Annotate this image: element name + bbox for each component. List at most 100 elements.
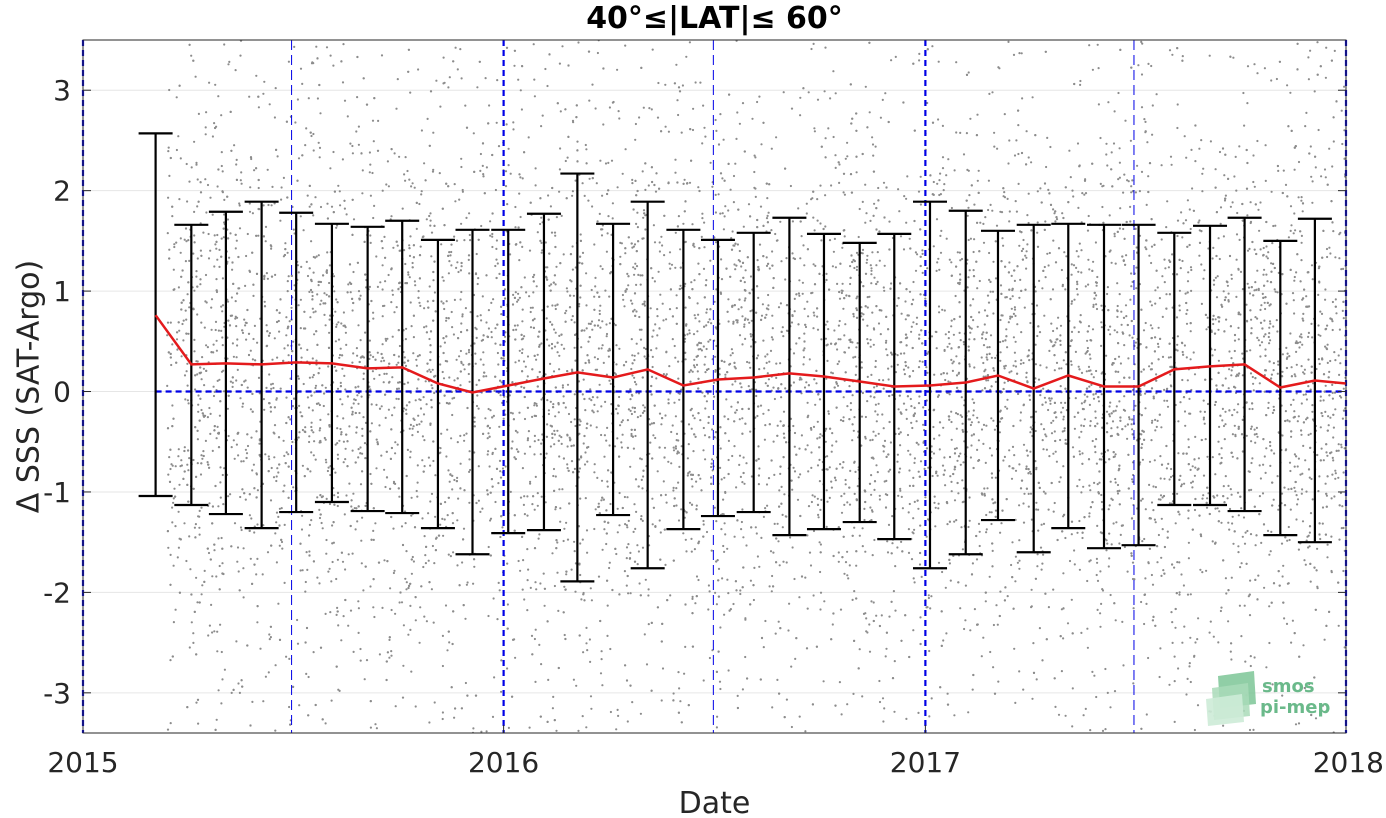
scatter-point: [441, 664, 444, 668]
scatter-point: [989, 203, 992, 206]
scatter-point: [757, 296, 760, 299]
scatter-point: [704, 407, 707, 410]
scatter-point: [481, 295, 484, 298]
scatter-point: [981, 389, 984, 392]
scatter-point: [1337, 476, 1340, 479]
scatter-point: [1124, 304, 1128, 307]
scatter-point: [216, 425, 219, 428]
scatter-point: [1047, 264, 1050, 267]
scatter-point: [873, 386, 876, 389]
scatter-point: [409, 604, 412, 608]
scatter-point: [246, 386, 249, 389]
scatter-point: [627, 543, 630, 546]
scatter-point: [1141, 458, 1144, 461]
scatter-point: [566, 538, 570, 541]
scatter-point: [311, 357, 314, 360]
scatter-point: [1171, 53, 1174, 56]
scatter-point: [1331, 456, 1334, 459]
scatter-point: [947, 330, 951, 334]
scatter-point: [1125, 315, 1128, 318]
scatter-point: [383, 235, 386, 238]
scatter-point: [447, 469, 450, 472]
scatter-point: [181, 322, 184, 326]
scatter-point: [1281, 694, 1284, 697]
scatter-point: [215, 437, 218, 440]
scatter-point: [1092, 397, 1096, 400]
scatter-point: [907, 528, 911, 531]
plot-area: [83, 40, 1346, 733]
scatter-point: [1123, 344, 1126, 347]
scatter-point: [1322, 399, 1325, 402]
scatter-point: [333, 365, 336, 368]
scatter-point: [1062, 465, 1065, 468]
scatter-point: [1301, 343, 1304, 346]
scatter-point: [830, 486, 834, 489]
scatter-point: [1054, 341, 1057, 344]
scatter-point: [1053, 430, 1056, 433]
scatter-point: [1036, 231, 1039, 234]
scatter-point: [1119, 207, 1122, 210]
scatter-point: [1090, 339, 1093, 342]
scatter-point: [1193, 728, 1196, 732]
scatter-point: [749, 366, 752, 369]
scatter-point: [729, 608, 733, 611]
scatter-point: [1018, 463, 1021, 466]
scatter-point: [967, 206, 970, 209]
scatter-point: [456, 519, 459, 522]
scatter-point: [664, 493, 667, 496]
scatter-point: [913, 500, 916, 503]
scatter-point: [584, 497, 587, 500]
scatter-point: [1201, 172, 1204, 175]
scatter-point: [1311, 336, 1314, 339]
scatter-point: [504, 465, 507, 468]
scatter-point: [259, 647, 262, 650]
scatter-point: [255, 573, 258, 576]
scatter-point: [312, 454, 315, 457]
scatter-point: [1029, 492, 1033, 495]
scatter-point: [381, 606, 384, 610]
scatter-point: [659, 293, 662, 296]
scatter-point: [418, 641, 421, 644]
scatter-point: [463, 434, 466, 437]
scatter-point: [581, 182, 584, 185]
scatter-point: [860, 415, 864, 418]
scatter-point: [836, 362, 839, 366]
scatter-point: [791, 546, 794, 549]
scatter-point: [445, 300, 448, 303]
scatter-point: [868, 111, 871, 114]
scatter-point: [1101, 508, 1104, 511]
scatter-point: [831, 432, 834, 435]
scatter-point: [188, 180, 191, 183]
scatter-point: [1014, 200, 1017, 203]
scatter-point: [990, 356, 994, 359]
scatter-point: [219, 466, 222, 469]
scatter-point: [523, 513, 527, 516]
scatter-point: [811, 390, 814, 393]
scatter-point: [481, 164, 484, 167]
scatter-point: [852, 356, 855, 359]
scatter-point: [450, 437, 453, 440]
scatter-point: [1154, 289, 1157, 292]
scatter-point: [636, 226, 640, 229]
scatter-point: [1054, 450, 1057, 453]
scatter-point: [693, 366, 696, 369]
scatter-point: [959, 463, 962, 466]
scatter-point: [1340, 527, 1343, 530]
scatter-point: [638, 315, 641, 319]
scatter-point: [172, 501, 175, 504]
scatter-point: [894, 609, 897, 612]
scatter-point: [1287, 488, 1290, 491]
scatter-point: [1137, 64, 1140, 67]
scatter-point: [535, 285, 538, 288]
scatter-point: [959, 452, 962, 455]
scatter-point: [1189, 636, 1192, 639]
scatter-point: [1027, 505, 1030, 508]
scatter-point: [866, 296, 869, 299]
scatter-point: [309, 316, 312, 319]
scatter-point: [1228, 350, 1231, 353]
scatter-point: [204, 133, 207, 136]
scatter-point: [1097, 67, 1100, 70]
scatter-point: [1187, 446, 1190, 449]
scatter-point: [1109, 401, 1112, 404]
scatter-point: [1029, 472, 1032, 475]
